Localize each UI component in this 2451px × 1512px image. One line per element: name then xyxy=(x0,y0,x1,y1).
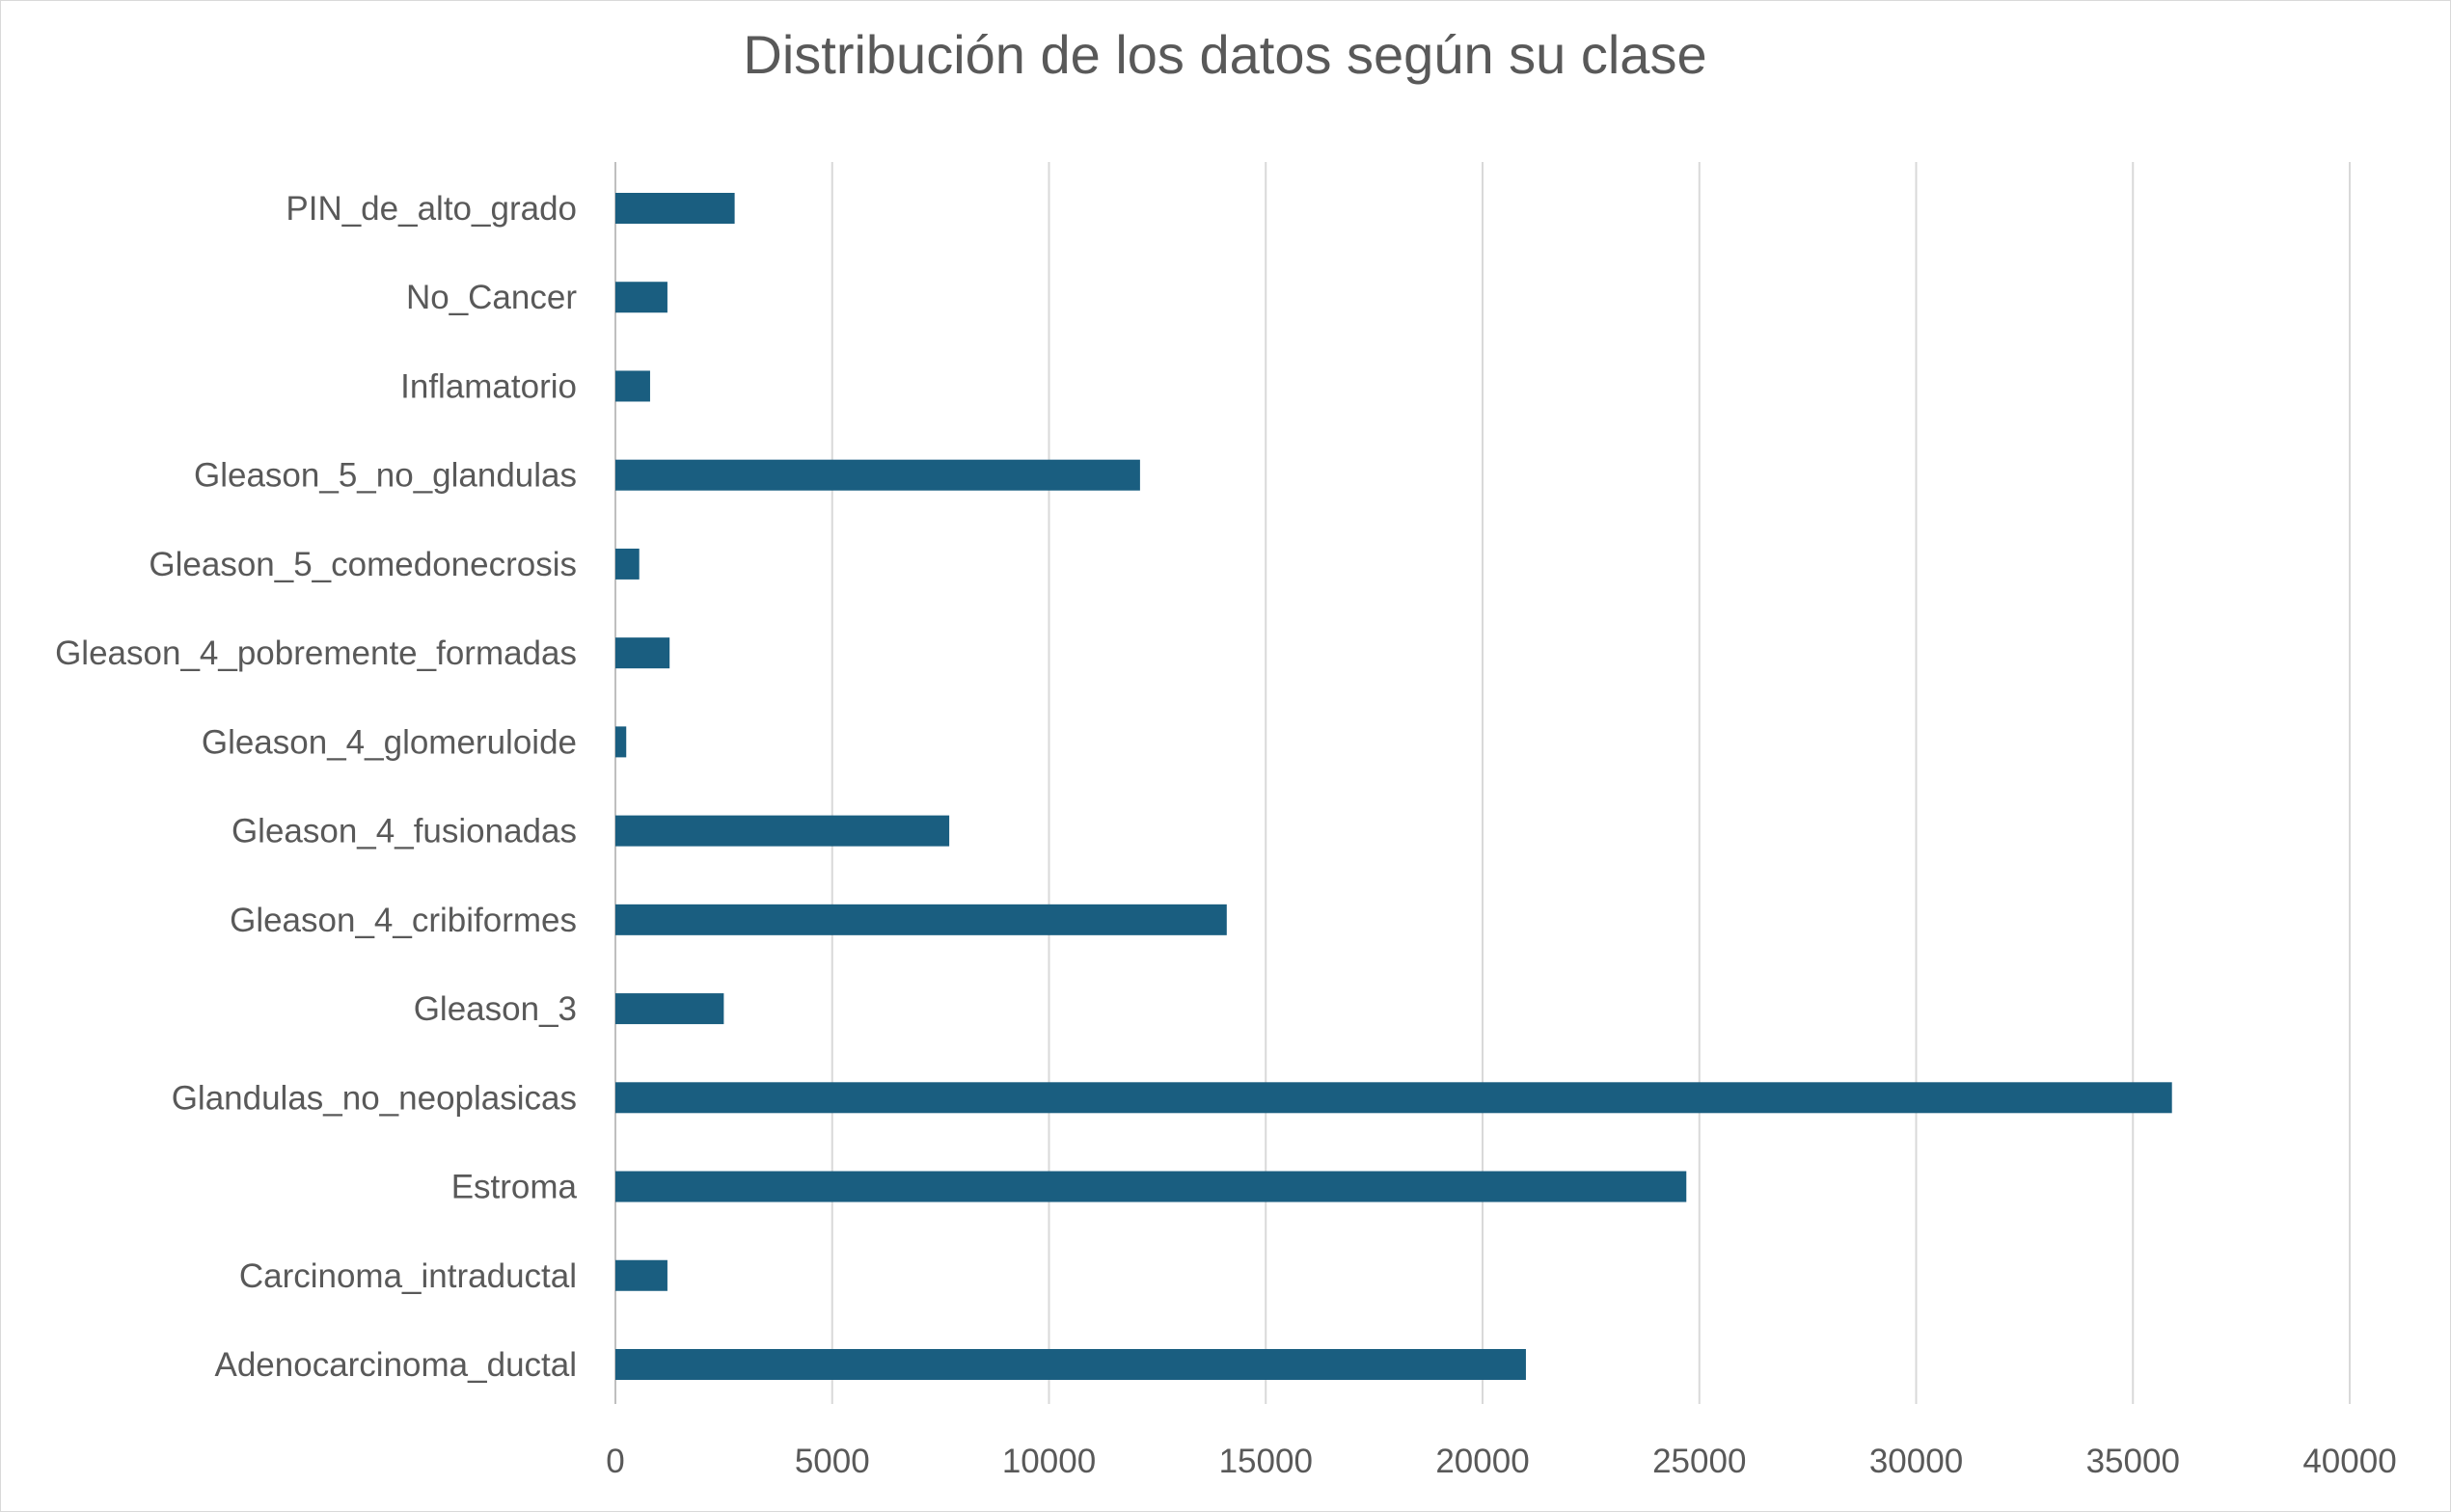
bars xyxy=(615,193,2172,1380)
x-tick-label: 30000 xyxy=(1869,1443,1963,1480)
x-tick-label: 15000 xyxy=(1219,1443,1313,1480)
x-axis-ticks: 0 5000 10000 15000 20000 25000 30000 35000 40000 xyxy=(606,1443,2396,1480)
category-label: Estroma xyxy=(451,1169,578,1206)
bar xyxy=(615,815,950,847)
bar xyxy=(615,1171,1687,1202)
bar xyxy=(615,548,640,580)
category-label: Gleason_5_no_glandulas xyxy=(194,457,577,495)
category-label: Carcinoma_intraductal xyxy=(239,1257,577,1295)
bar xyxy=(615,282,667,313)
category-label: Gleason_4_pobremente_formadas xyxy=(55,634,577,672)
category-label: No_Cancer xyxy=(406,279,577,316)
bar xyxy=(615,904,1227,935)
bar xyxy=(615,726,627,758)
category-label: Adenocarcinoma_ductal xyxy=(214,1346,577,1384)
x-tick-label: 40000 xyxy=(2302,1443,2396,1480)
category-label: Gleason_3 xyxy=(414,990,577,1028)
x-tick-label: 5000 xyxy=(795,1443,870,1480)
x-tick-label: 0 xyxy=(606,1443,624,1480)
bar xyxy=(615,1348,1526,1380)
bar xyxy=(615,370,650,402)
x-tick-label: 10000 xyxy=(1002,1443,1096,1480)
gridlines xyxy=(614,162,2351,1404)
category-label: Gleason_4_fusionadas xyxy=(231,813,577,850)
x-tick-label: 20000 xyxy=(1435,1443,1529,1480)
bar xyxy=(615,1082,2172,1114)
bar xyxy=(615,193,735,224)
bar xyxy=(615,1259,667,1291)
category-label: Inflamatorio xyxy=(400,367,577,405)
x-tick-label: 25000 xyxy=(1652,1443,1746,1480)
category-label: PIN_de_alto_grado xyxy=(286,190,577,228)
bar xyxy=(615,459,1140,491)
category-labels: PIN_de_alto_grado No_Cancer Inflamatorio Gl… xyxy=(55,190,577,1384)
category-label: Gleason_4_glomeruloide xyxy=(202,723,577,761)
bar xyxy=(615,993,724,1025)
category-label: Gleason_5_comedonecrosis xyxy=(149,546,577,583)
bar xyxy=(615,637,670,669)
category-label: Glandulas_no_neoplasicas xyxy=(172,1079,577,1117)
chart-title: Distribución de los datos según su clase xyxy=(743,24,1706,85)
x-tick-label: 35000 xyxy=(2086,1443,2180,1480)
category-label: Gleason_4_cribiformes xyxy=(230,902,577,939)
